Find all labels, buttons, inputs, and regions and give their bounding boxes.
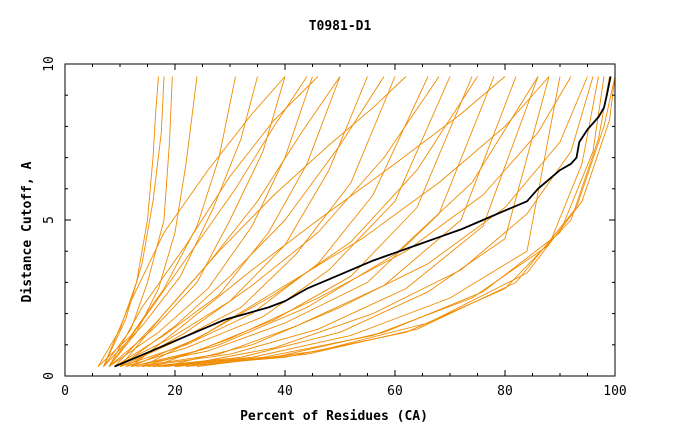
series-line-m19: [152, 76, 561, 368]
series-line-m18: [147, 76, 550, 368]
series-line-m11: [119, 76, 396, 368]
x-tick-label: 60: [387, 384, 403, 399]
series-line-m29: [130, 76, 478, 368]
y-tick-label: 0: [42, 372, 57, 380]
series-line-m27: [119, 76, 385, 367]
axis-ticks: [64, 63, 616, 377]
series-line-m22: [174, 76, 610, 368]
series-line-m24: [196, 76, 616, 368]
series-line-m8: [108, 76, 313, 367]
highlight-series-line: [114, 76, 612, 368]
y-tick-label: 5: [42, 216, 57, 224]
x-tick-labels: 0 20 40 60 80 100: [61, 384, 627, 399]
series-line-m28: [125, 76, 440, 367]
series-line-m14: [130, 76, 473, 368]
series-line-m1: [97, 76, 159, 367]
series-line-m17: [141, 76, 539, 368]
series-line-m4: [108, 76, 198, 367]
series-line-m38: [174, 76, 594, 368]
series-line-m6: [103, 76, 258, 367]
series-line-m34: [130, 76, 506, 367]
series-line-m25: [108, 76, 308, 367]
x-tick-label: 0: [61, 384, 69, 399]
series-line-m7: [108, 76, 286, 367]
series-line-m35: [141, 76, 550, 367]
series-line-m23: [185, 76, 616, 368]
series-line-m13: [125, 76, 451, 368]
series-line-m12: [119, 76, 429, 368]
y-tick-labels: 0 5 10: [42, 56, 57, 380]
chart-title: T0981-D1: [309, 19, 372, 34]
series-line-m9: [114, 76, 341, 367]
series-line-m31: [103, 76, 286, 367]
series-line-m5: [97, 76, 236, 367]
series-line-m2: [103, 76, 165, 367]
x-tick-label: 20: [167, 384, 183, 399]
series-line-m37: [163, 76, 588, 368]
x-tick-label: 80: [497, 384, 513, 399]
y-tick-label: 10: [42, 56, 57, 72]
series-line-m16: [136, 76, 517, 368]
series-line-m32: [108, 76, 319, 367]
series-line-m15: [130, 76, 495, 368]
series-line-m36: [152, 76, 572, 368]
plot-lines: [97, 76, 616, 368]
series-line-m33: [119, 76, 407, 367]
x-tick-label: 40: [277, 384, 293, 399]
series-line-m20: [158, 76, 599, 368]
y-axis-label: Distance Cutoff, A: [20, 161, 35, 302]
x-tick-label: 100: [603, 384, 626, 399]
x-axis-label: Percent of Residues (CA): [240, 409, 428, 424]
series-line-m26: [114, 76, 341, 367]
